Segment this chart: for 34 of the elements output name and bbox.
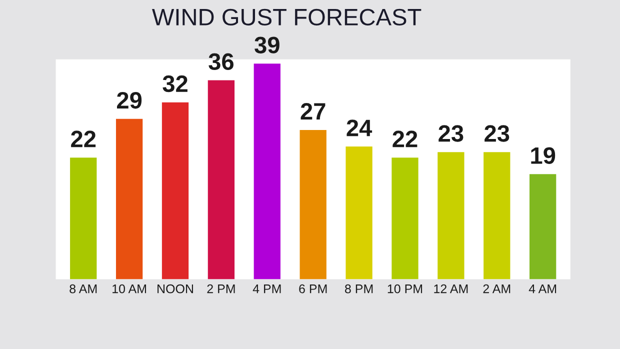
bar	[162, 102, 189, 280]
data-label: 22	[71, 130, 96, 148]
x-tick-label: 2 PM	[207, 284, 235, 294]
data-label: 24	[346, 120, 372, 136]
x-tick-label: 4 AM	[528, 284, 556, 294]
bar	[438, 152, 464, 280]
data-label: 27	[300, 103, 326, 120]
data-label: 22	[392, 130, 418, 148]
x-tick-label: 10 AM	[112, 284, 146, 294]
bar	[392, 158, 418, 280]
bar	[116, 118, 143, 280]
x-tick-label: 8 AM	[70, 284, 97, 294]
data-label: 23	[484, 125, 510, 142]
data-label: 39	[254, 36, 280, 54]
bar	[484, 152, 510, 280]
chart-title: WIND GUST FORECAST	[152, 8, 422, 26]
x-tick-label: 2 AM	[483, 284, 510, 294]
x-tick-label: 4 PM	[252, 284, 281, 294]
bar	[254, 64, 280, 280]
bar	[70, 158, 97, 280]
data-label: 36	[208, 53, 234, 70]
bar	[208, 80, 235, 280]
bar	[300, 130, 326, 280]
bar	[530, 174, 556, 280]
data-label: 29	[117, 92, 142, 109]
data-label: 19	[531, 147, 556, 164]
x-tick-label: 12 AM	[434, 284, 468, 294]
x-tick-label: 6 PM	[299, 284, 327, 294]
data-label: 23	[438, 125, 464, 142]
x-tick-label: NOON	[158, 284, 193, 294]
bar	[346, 146, 372, 280]
data-label: 32	[162, 75, 188, 92]
x-tick-label: 8 PM	[345, 284, 373, 294]
x-tick-label: 10 PM	[388, 284, 422, 294]
